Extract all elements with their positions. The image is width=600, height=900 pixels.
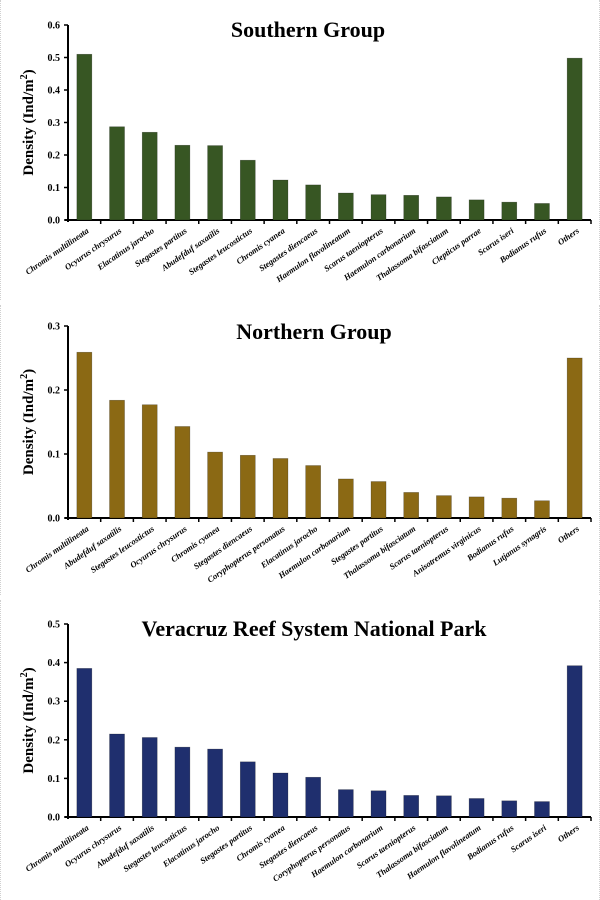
y-tick-label: 0.1 (48, 450, 61, 461)
category-label: Ocyurus chrysurus (63, 822, 124, 869)
bar (174, 426, 191, 519)
category-label: Others (556, 225, 582, 247)
category-label: Elacatinus jarocho (95, 225, 156, 272)
bar (141, 737, 158, 818)
y-axis-label: Density (Ind/m2) (19, 667, 37, 773)
bar (468, 199, 485, 221)
y-tick-label: 0.0 (48, 514, 61, 525)
bar (239, 454, 256, 519)
y-tick-label: 0.6 (48, 21, 61, 32)
category-label: Lutjanus synagris (490, 523, 549, 568)
y-tick-label: 0.1 (48, 183, 61, 194)
bar (370, 790, 387, 818)
bar (534, 203, 550, 221)
bar (305, 465, 321, 519)
bar (534, 801, 550, 818)
bar (501, 497, 518, 519)
bar (272, 179, 289, 221)
bar (141, 131, 158, 221)
bar (272, 772, 289, 818)
category-label: Others (556, 822, 582, 844)
chart-title: Southern Group (231, 17, 385, 42)
bar (534, 500, 550, 519)
y-tick-label: 0.2 (48, 386, 61, 397)
bar (436, 795, 452, 818)
bar (239, 761, 256, 818)
bar (370, 194, 387, 221)
bar (436, 495, 452, 519)
bar (305, 776, 321, 818)
bar (109, 126, 125, 221)
bar (338, 192, 354, 221)
bar (403, 492, 420, 519)
y-axis-label: Density (Ind/m2) (19, 369, 37, 475)
veracruz-chart: Veracruz Reef System National Park Densit… (19, 616, 592, 884)
bar (338, 789, 354, 818)
category-label: Others (556, 523, 582, 545)
y-tick-label: 0.5 (48, 53, 61, 64)
category-label: Elacatinus jarocho (160, 822, 221, 869)
bar (76, 351, 93, 519)
y-tick-label: 0.4 (48, 86, 61, 97)
bar (207, 451, 223, 519)
bar (566, 665, 583, 818)
category-label: Ocyurus chrysurus (63, 225, 124, 272)
y-tick-label: 0.0 (48, 813, 61, 824)
bar (109, 733, 125, 818)
bar (338, 478, 354, 519)
bar (566, 57, 583, 221)
bar (76, 53, 93, 221)
northern-group-chart: Northern Group Density (Ind/m2) 0.0 0.1 0.2 0… (19, 319, 592, 585)
chart-title: Northern Group (236, 319, 391, 344)
category-label: Scarus iseri (509, 822, 549, 854)
bar (239, 159, 256, 221)
veracruz-panel: Veracruz Reef System National Park Densit… (0, 600, 600, 900)
bar (109, 399, 125, 519)
bar (501, 800, 518, 818)
bar (468, 496, 485, 519)
bar (468, 798, 485, 818)
bar (141, 404, 158, 519)
y-tick-label: 0.2 (48, 151, 61, 162)
bar (436, 196, 452, 221)
category-label: Ocyurus chrysurus (128, 523, 189, 570)
bar (76, 668, 93, 818)
y-tick-label: 0.3 (48, 118, 61, 129)
bar (207, 145, 223, 221)
y-axis-label: Density (Ind/m2) (19, 69, 37, 175)
bar (272, 458, 289, 519)
southern-group-panel: Southern Group Density (Ind/m2) 0.0 0.1 0.2 0… (0, 0, 600, 300)
y-tick-label: 0.2 (48, 735, 61, 746)
bar (566, 357, 583, 519)
bar (370, 481, 387, 519)
bar (174, 746, 191, 818)
northern-group-panel: Northern Group Density (Ind/m2) 0.0 0.1 0.2 0… (0, 305, 600, 595)
y-tick-label: 0.5 (48, 620, 61, 631)
bar (174, 144, 191, 221)
bar (305, 184, 321, 221)
y-tick-label: 0.0 (48, 216, 61, 227)
bar (207, 748, 223, 818)
y-tick-label: 0.3 (48, 697, 61, 708)
chart-title: Veracruz Reef System National Park (142, 616, 488, 641)
y-tick-label: 0.3 (48, 322, 61, 333)
bar (403, 795, 420, 818)
y-tick-label: 0.1 (48, 774, 61, 785)
bar (501, 201, 518, 221)
y-tick-label: 0.4 (48, 658, 61, 669)
bar (403, 195, 420, 221)
southern-group-chart: Southern Group Density (Ind/m2) 0.0 0.1 0.2 0… (19, 17, 592, 285)
